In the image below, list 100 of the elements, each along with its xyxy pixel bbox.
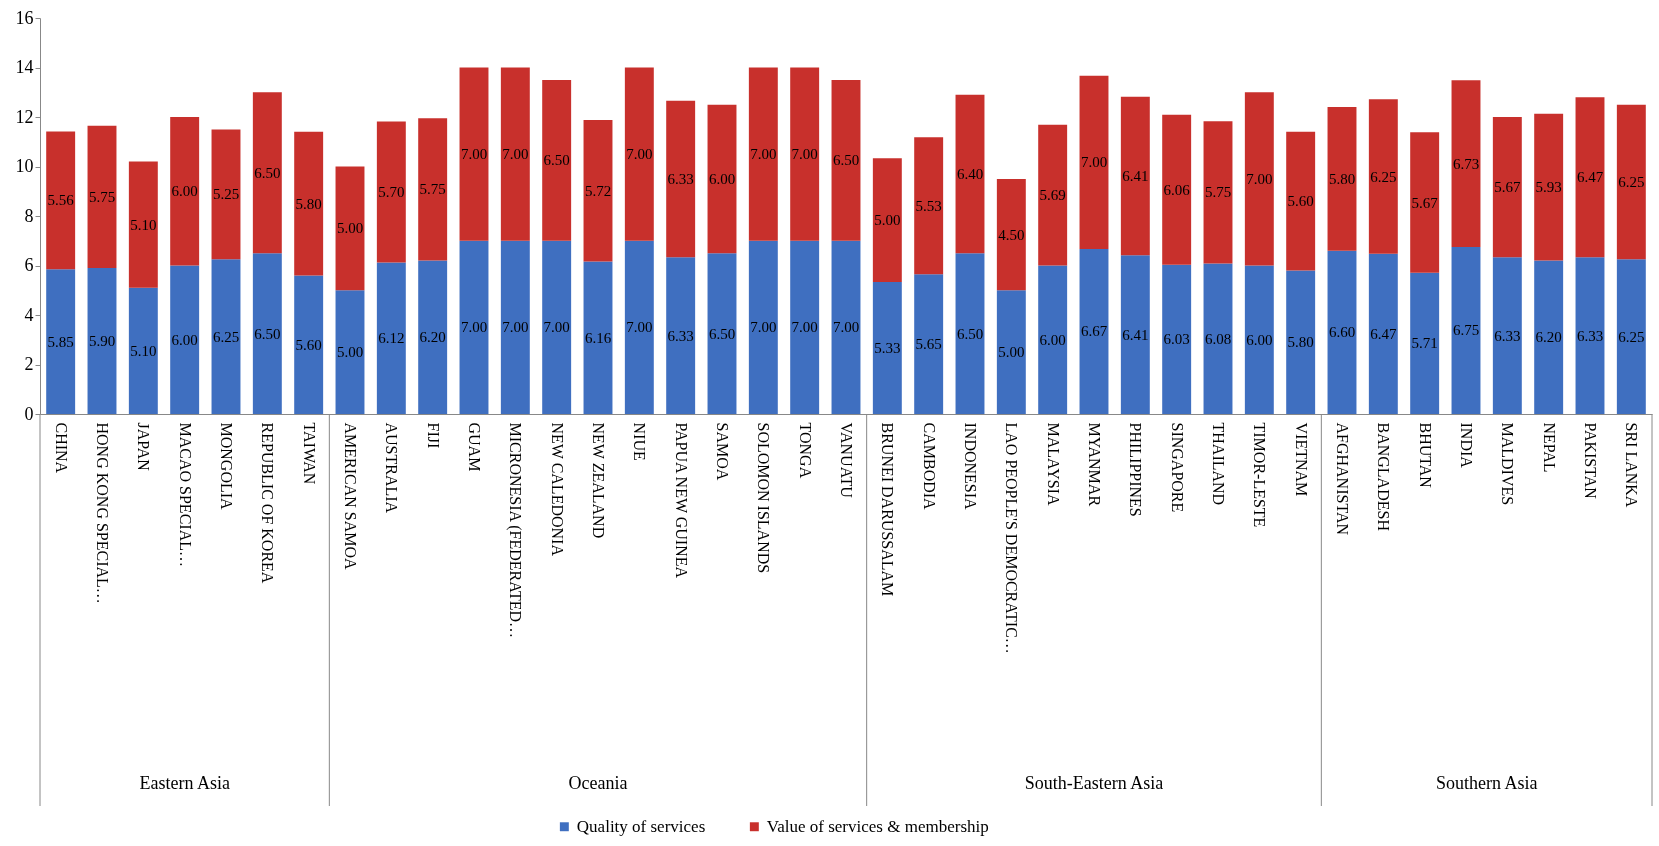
- data-label: 5.10: [130, 342, 157, 359]
- data-label: 5.75: [1204, 184, 1232, 201]
- data-label: 6.25: [1618, 173, 1645, 190]
- text: Southern Asia: [1435, 773, 1538, 793]
- bar: [1451, 80, 1481, 247]
- data-label: 5.65: [915, 336, 942, 353]
- data-label: 6.12: [378, 330, 405, 347]
- x-tick-label: LAO PEOPLE'S DEMOCRATIC…: [1003, 422, 1021, 654]
- data-label: 6.00: [708, 170, 736, 187]
- data-label: 5.70: [378, 183, 405, 200]
- data-label: 5.71: [1411, 335, 1438, 352]
- bar: [294, 275, 324, 414]
- bar: [542, 240, 572, 414]
- x-tick-label: TONGA: [796, 422, 814, 479]
- bar: [1038, 265, 1068, 414]
- x-tick-label: PAKISTAN: [1582, 422, 1599, 500]
- x-tick-label: AFGHANISTAN: [1334, 422, 1351, 536]
- bar: [542, 79, 572, 241]
- bar: [1286, 131, 1316, 271]
- x-tick-label: CAMBODIA: [920, 422, 938, 511]
- x-tick-label: NEW ZEALAND: [590, 422, 607, 539]
- bar: [128, 161, 158, 288]
- x-tick-label: MONGOLIA: [218, 422, 235, 511]
- data-label: 5.25: [212, 186, 240, 203]
- bar: [46, 131, 76, 270]
- data-label: 6.50: [254, 325, 281, 342]
- x-tick-label: NEPAL: [1540, 422, 1558, 473]
- x-tick-label: MACAO SPECIAL…: [176, 422, 194, 567]
- x-tick-label: BANGLADESH: [1375, 422, 1393, 532]
- bar: [583, 119, 613, 262]
- bar: [376, 262, 406, 414]
- bar: [1575, 257, 1605, 414]
- bar: [1203, 121, 1233, 264]
- x-tick-label: AUSTRALIA: [383, 422, 401, 514]
- legend-label: Value of services & membership: [766, 816, 989, 836]
- bar: [1079, 75, 1109, 249]
- data-label: 7.00: [543, 319, 570, 336]
- y-tick-label: 16: [15, 7, 34, 28]
- data-label: 5.93: [1535, 179, 1562, 196]
- x-tick-label: INDIA: [1458, 422, 1475, 469]
- bar: [128, 287, 158, 414]
- data-label: 5.72: [584, 182, 612, 199]
- bar: [1120, 255, 1150, 414]
- bar: [170, 117, 200, 266]
- data-label: 7.00: [460, 146, 488, 163]
- bar: [1162, 264, 1192, 414]
- bar: [500, 67, 530, 241]
- data-label: 5.75: [88, 188, 116, 205]
- data-label: 6.33: [667, 171, 694, 187]
- bar: [831, 240, 861, 414]
- bar: [46, 269, 76, 414]
- data-label: 7.00: [750, 319, 777, 336]
- bar: [1038, 124, 1068, 266]
- bar: [1534, 260, 1564, 414]
- data-label: 6.25: [212, 328, 240, 345]
- data-label: 6.41: [1122, 326, 1149, 343]
- x-tick-label: NEW CALEDONIA: [548, 422, 566, 557]
- data-label: 6.20: [1535, 329, 1562, 346]
- x-tick-label: BRUNEI DARUSSALAM: [879, 422, 897, 597]
- x-tick-label: VIETNAM: [1292, 422, 1310, 497]
- x-tick-label: NIUE: [631, 422, 649, 461]
- bar: [790, 240, 820, 414]
- data-label: 6.06: [1163, 181, 1191, 198]
- y-tick-label: 12: [15, 106, 34, 127]
- data-label: 5.00: [336, 220, 364, 237]
- data-label: 6.60: [1328, 324, 1356, 341]
- data-label: 6.25: [1618, 328, 1645, 345]
- bar: [624, 240, 654, 414]
- data-label: 5.10: [130, 216, 157, 233]
- data-label: 5.60: [1287, 193, 1314, 210]
- text: Eastern Asia: [139, 773, 230, 793]
- bar: [707, 253, 737, 414]
- bar: [1327, 107, 1357, 251]
- data-label: 6.75: [1452, 322, 1480, 339]
- bar: [1162, 114, 1192, 265]
- data-label: 7.00: [832, 319, 860, 336]
- x-tick-label: SINGAPORE: [1168, 422, 1186, 513]
- data-label: 5.80: [295, 195, 322, 212]
- data-label: 5.75: [419, 181, 446, 198]
- y-tick-label: 2: [24, 354, 34, 374]
- data-label: 5.60: [295, 336, 322, 353]
- bar: [1244, 92, 1274, 266]
- data-label: 5.80: [1287, 334, 1314, 351]
- bar: [87, 267, 117, 414]
- x-tick-label: HONG KONG SPECIAL…: [94, 422, 111, 604]
- bar: [914, 274, 944, 414]
- x-tick-label: FIJI: [424, 422, 442, 449]
- x-tick-label: VANUATU: [838, 422, 855, 499]
- x-tick-label: MALAYSIA: [1044, 422, 1062, 506]
- bar: [1244, 265, 1274, 414]
- data-label: 6.73: [1452, 155, 1480, 172]
- data-label: 6.00: [171, 331, 198, 348]
- data-label: 6.20: [419, 329, 446, 346]
- bar: [1616, 259, 1646, 414]
- x-tick-label: MYANMAR: [1086, 422, 1103, 507]
- data-label: 6.00: [171, 183, 198, 200]
- data-label: 6.33: [1494, 327, 1521, 344]
- data-label: 5.67: [1411, 194, 1439, 211]
- data-label: 5.80: [1328, 170, 1356, 187]
- bar: [87, 125, 117, 268]
